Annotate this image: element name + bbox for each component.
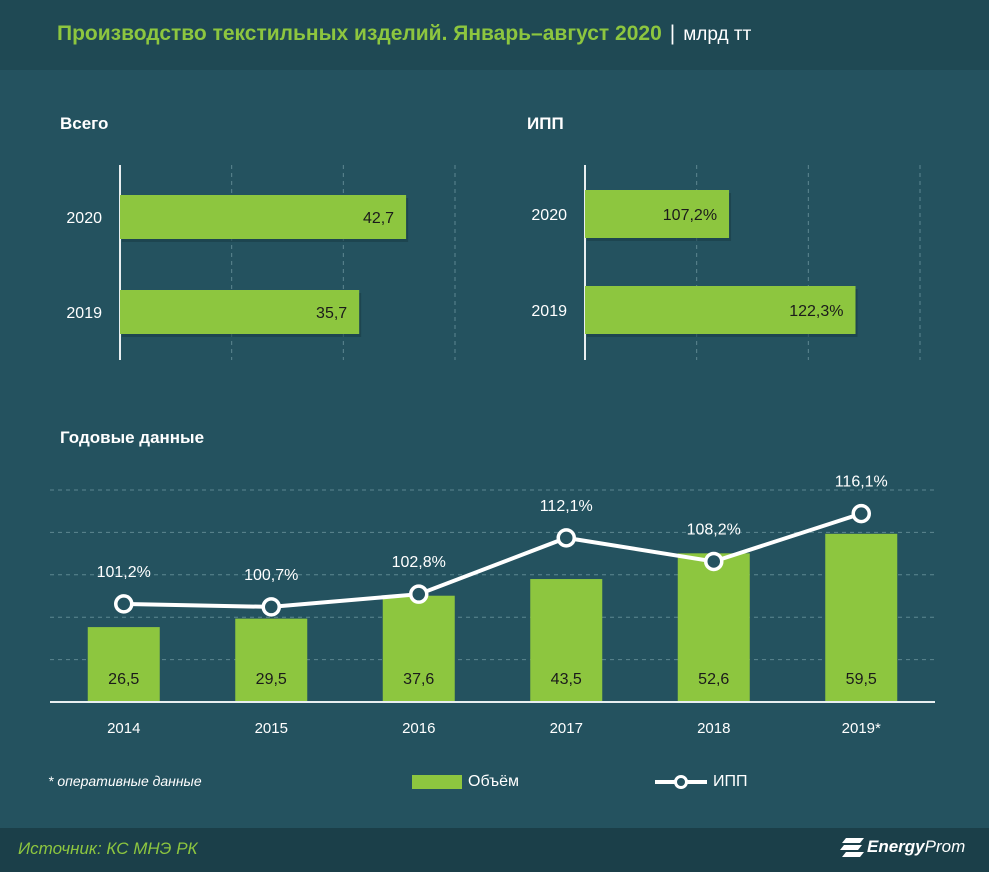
annual-category-label: 2019* — [842, 720, 881, 737]
annual-category-label: 2017 — [550, 720, 583, 737]
chart-annual: 26,5 2014 29,5 2015 37,6 2016 43,5 2017 52,6 2018… — [50, 474, 935, 737]
annual-bar-2014 — [87, 627, 160, 702]
ipp-value-label: 122,3% — [789, 303, 843, 320]
legend-bar: Объём — [412, 773, 519, 791]
annual-ipp-label: 112,1% — [540, 498, 593, 515]
annual-ipp-label: 102,8% — [392, 554, 446, 571]
annual-bar-label: 26,5 — [108, 671, 139, 688]
ipp-bar-2020 — [585, 190, 730, 238]
total-value-label: 35,7 — [316, 305, 347, 322]
annual-bar-2018 — [677, 553, 750, 702]
footnote: * оперативные данные — [48, 773, 202, 789]
title-unit: млрд тт — [683, 24, 752, 45]
annual-ipp-point — [409, 584, 429, 604]
ipp-value-label: 107,2% — [663, 207, 717, 224]
annual-bar-2017 — [530, 579, 603, 702]
ipp-category-label: 2019 — [531, 303, 567, 320]
total-category-label: 2019 — [66, 305, 102, 322]
legend-line-marker-icon — [655, 775, 707, 789]
annual-bar-label: 37,6 — [403, 671, 434, 688]
annual-ipp-point — [261, 597, 281, 617]
annual-ipp-label: 108,2% — [687, 521, 741, 538]
page-title: Производство текстильных изделий. Январь… — [57, 22, 751, 46]
footer-band — [0, 828, 989, 872]
chart-total-title: Всего — [60, 114, 109, 133]
annual-ipp-point — [704, 551, 724, 572]
legend-line: ИПП — [655, 773, 748, 791]
title-main: Производство текстильных изделий. Январь… — [57, 22, 662, 45]
total-bar-2020 — [120, 195, 407, 239]
energyprom-logo: Energy Prom — [840, 836, 965, 858]
source-text: Источник: КС МНЭ РК — [18, 839, 198, 858]
total-category-label: 2020 — [66, 210, 102, 227]
chart-ipp-title: ИПП — [527, 114, 564, 133]
annual-bar-label: 52,6 — [698, 671, 729, 688]
header-band — [0, 0, 989, 70]
total-value-label: 42,7 — [363, 210, 394, 227]
annual-bar-2016 — [382, 595, 455, 702]
annual-ipp-label: 101,2% — [97, 564, 151, 581]
legend-line-label: ИПП — [713, 773, 748, 790]
annual-bar-label: 59,5 — [846, 671, 877, 688]
annual-ipp-line — [123, 511, 862, 609]
annual-category-label: 2014 — [107, 720, 140, 737]
ipp-category-label: 2020 — [531, 207, 567, 224]
logo-text-bold: Energy — [867, 837, 925, 856]
annual-ipp-point — [851, 503, 871, 524]
annual-bar-label: 29,5 — [256, 671, 287, 688]
annual-ipp-point — [114, 594, 134, 614]
annual-category-label: 2015 — [255, 720, 288, 737]
annual-category-label: 2018 — [697, 720, 730, 737]
logo-text-regular: Prom — [924, 837, 966, 856]
logo-icon — [840, 838, 864, 857]
title-separator: | — [669, 22, 676, 45]
annual-bar-2015 — [235, 618, 308, 702]
annual-ipp-label: 100,7% — [244, 567, 298, 584]
annual-bar-label: 43,5 — [551, 671, 582, 688]
ipp-bar-2019 — [585, 286, 856, 334]
annual-category-label: 2016 — [402, 720, 435, 737]
legend-bar-swatch — [412, 775, 462, 789]
annual-bar-2019* — [825, 533, 898, 702]
chart-ipp: 107,2% 2020 122,3% 2019 — [531, 165, 921, 360]
total-bar-2019 — [120, 290, 360, 334]
annual-ipp-point — [556, 528, 576, 548]
annual-ipp-label: 116,1% — [835, 474, 888, 491]
chart-annual-title: Годовые данные — [60, 428, 205, 447]
legend-bar-label: Объём — [468, 773, 519, 790]
chart-total: 42,7 2020 35,7 2019 — [66, 165, 456, 360]
